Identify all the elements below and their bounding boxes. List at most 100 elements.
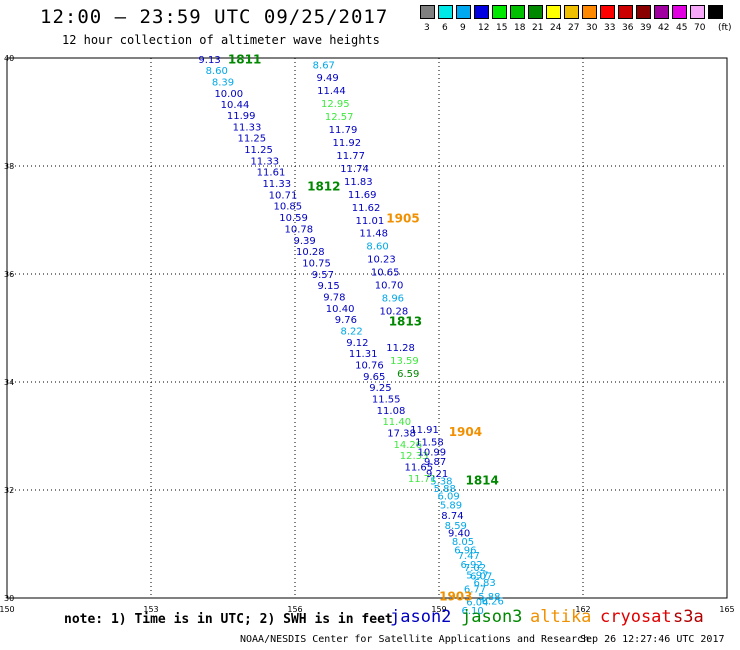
wave-height-value: 11.44 xyxy=(317,86,346,97)
wave-height-value: 12.33 xyxy=(400,451,429,462)
wave-height-value: 6.96 xyxy=(454,546,476,557)
legend-swatch xyxy=(546,5,561,19)
wave-height-value: 9.12 xyxy=(346,338,368,349)
wave-height-value: 8.60 xyxy=(366,242,388,253)
lat-tick-label: 32 xyxy=(4,486,14,495)
legend-label: 36 xyxy=(622,23,634,33)
wave-height-value: 9.21 xyxy=(426,469,448,480)
wave-height-value: 8.60 xyxy=(206,66,228,77)
wave-height-value: 5.89 xyxy=(440,500,462,511)
wave-height-value: 11.79 xyxy=(329,125,358,136)
wave-height-value: 9.25 xyxy=(369,383,391,394)
lat-tick-label: 34 xyxy=(4,378,14,387)
wave-height-value: 11.40 xyxy=(382,417,411,428)
wave-height-value: 10.71 xyxy=(269,190,298,201)
wave-height-value: 11.71 xyxy=(408,474,437,485)
pass-labels-layer: 1811 1812 1905 1813 1904 1814 1903 xyxy=(228,52,499,603)
wave-height-value: 11.25 xyxy=(237,134,266,145)
wave-height-value: 6.92 xyxy=(461,560,483,571)
wave-height-value: 11.28 xyxy=(386,343,415,354)
wave-height-value: 5.38 xyxy=(430,477,452,488)
credit-line: NOAA/NESDIS Center for Satellite Applica… xyxy=(240,634,590,645)
wave-height-value: 11.33 xyxy=(262,179,291,190)
generated-timestamp: Sep 26 12:27:46 UTC 2017 xyxy=(580,634,725,645)
wave-height-value: 10.28 xyxy=(380,307,409,318)
wave-height-value: 10.23 xyxy=(367,255,396,266)
wave-height-value: 9.65 xyxy=(363,372,385,383)
legend-swatch xyxy=(564,5,579,19)
wave-height-value: 11.77 xyxy=(336,151,365,162)
wave-height-value: 10.59 xyxy=(279,213,308,224)
legend-swatch xyxy=(510,5,525,19)
pass-number-label: 1903 xyxy=(439,590,472,604)
wave-height-value: 8.59 xyxy=(445,521,467,532)
pass-number-label: 1812 xyxy=(307,179,340,193)
wave-height-value: 11.33 xyxy=(250,156,279,167)
legend-label: 39 xyxy=(640,23,652,33)
legend-label: 9 xyxy=(460,23,466,33)
legend-altika: altika xyxy=(530,607,592,627)
wave-height-value: 9.87 xyxy=(424,457,446,468)
map-grid xyxy=(6,57,728,599)
wave-height-value: 6.09 xyxy=(437,492,459,503)
legend-label: 27 xyxy=(568,23,580,33)
wave-height-value: 11.74 xyxy=(340,164,369,175)
wave-height-value: 9.49 xyxy=(317,73,339,84)
wave-height-value: 11.31 xyxy=(349,349,378,360)
legend-label: 33 xyxy=(604,23,616,33)
wave-height-value: 10.44 xyxy=(221,100,250,111)
legend-swatch xyxy=(474,5,489,19)
wave-height-value: 14.26 xyxy=(393,440,422,451)
wave-height-value: 11.83 xyxy=(344,177,373,188)
page-title: 12:00 – 23:59 UTC 09/25/2017 xyxy=(40,6,389,28)
wave-height-value: 11.58 xyxy=(415,438,444,449)
wave-height-value: 8.74 xyxy=(441,511,463,522)
legend-label: 18 xyxy=(514,23,526,33)
wave-height-value: 5.97 xyxy=(466,571,488,582)
wave-height-value: 6.07 xyxy=(470,572,492,583)
legend-label: 3 xyxy=(424,23,430,33)
wave-height-value: 12.57 xyxy=(325,112,354,123)
legend-swatch xyxy=(636,5,651,19)
legend-label: 70 xyxy=(694,23,706,33)
legend-label: 15 xyxy=(496,23,508,33)
lon-tick-label: 162 xyxy=(575,605,590,614)
wave-height-value: 12.95 xyxy=(321,99,350,110)
wave-height-value: 10.85 xyxy=(273,202,302,213)
pass-number-label: 1904 xyxy=(449,425,482,439)
legend-jason2: jason2 xyxy=(390,607,452,627)
wave-height-value: 11.65 xyxy=(405,463,434,474)
legend-label: 30 xyxy=(586,23,598,33)
wave-height-value: 10.00 xyxy=(214,89,243,100)
wave-height-value: 6.59 xyxy=(397,369,419,380)
wave-height-value: 9.57 xyxy=(312,270,334,281)
wave-height-value: 5.88 xyxy=(434,484,456,495)
legend-cryosat: cryosat xyxy=(600,607,672,627)
legend-unit: (ft) xyxy=(718,23,732,33)
legend-label: 21 xyxy=(532,23,544,33)
legend-jason3: jason3 xyxy=(461,607,523,627)
lat-tick-label: 38 xyxy=(4,162,14,171)
legend-s3a: s3a xyxy=(673,607,704,627)
wave-height-value: 11.01 xyxy=(356,216,385,227)
wave-height-value: 9.13 xyxy=(198,55,220,66)
legend-swatch xyxy=(438,5,453,19)
wave-height-value: 10.65 xyxy=(371,268,400,279)
wave-height-value: 11.33 xyxy=(233,122,262,133)
lon-tick-label: 159 xyxy=(431,605,446,614)
wave-height-value: 9.15 xyxy=(317,281,339,292)
wave-height-value: 10.28 xyxy=(296,247,325,258)
wave-height-value: 8.67 xyxy=(313,60,335,71)
legend-swatch xyxy=(528,5,543,19)
axis-ticks: 150 153 156 159 162 165 30 32 34 36 38 40 xyxy=(0,54,735,614)
wave-height-value: 10.75 xyxy=(302,258,331,269)
map-frame xyxy=(6,57,728,599)
wave-height-value: 10.76 xyxy=(355,361,384,372)
wave-height-value: 10.40 xyxy=(326,304,355,315)
wave-height-value: 11.92 xyxy=(333,138,362,149)
wave-height-value: 10.78 xyxy=(285,224,314,235)
wave-height-value: 10.70 xyxy=(375,281,404,292)
legend-label: 24 xyxy=(550,23,562,33)
wave-height-value: 6.83 xyxy=(473,578,495,589)
